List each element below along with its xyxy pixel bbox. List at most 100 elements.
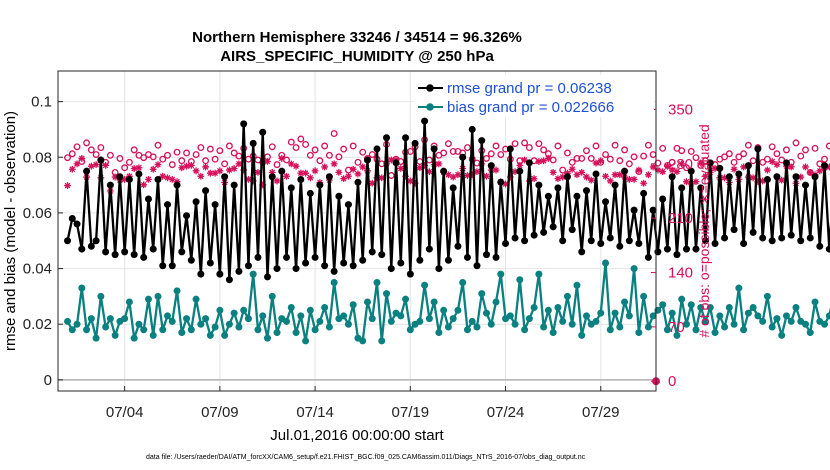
bias-point (649, 312, 657, 320)
obs-possible-point (721, 153, 729, 161)
rmse-point (411, 139, 419, 147)
rmse-point (759, 234, 767, 242)
obs-possible-point (797, 152, 805, 160)
obs-evaluated-point (640, 179, 648, 187)
rmse-point (792, 173, 800, 181)
obs-evaluated-point (164, 174, 171, 182)
obs-possible-point (406, 147, 414, 155)
obs-evaluated-point (787, 163, 795, 171)
rmse-point (768, 237, 776, 245)
rmse-point (530, 231, 538, 239)
bias-point (459, 278, 467, 286)
obs-possible-point (87, 146, 95, 154)
rmse-point (287, 184, 295, 192)
rmse-point (730, 226, 738, 234)
bias-point (68, 326, 76, 334)
obs-evaluated-point (492, 166, 500, 174)
legend-rmse-marker (426, 84, 434, 92)
obs-evaluated-point (649, 163, 657, 171)
rmse-point (244, 262, 252, 270)
rmse-point (140, 253, 148, 261)
bias-point (121, 315, 129, 323)
obs-evaluated-point (406, 177, 414, 185)
obs-evaluated-point (421, 162, 429, 169)
rmse-point (135, 170, 143, 178)
obs-evaluated-point (335, 168, 343, 176)
rmse-point (111, 251, 119, 259)
rmse-point (478, 137, 486, 145)
rmse-point (302, 259, 310, 267)
bias-point (787, 317, 795, 325)
chart-title: Northern Hemisphere 33246 / 34514 = 96.3… (192, 29, 522, 46)
obs-evaluated-point (402, 172, 409, 180)
bias-point (240, 306, 248, 314)
bias-point (492, 298, 500, 306)
obs-evaluated-point (806, 168, 814, 176)
rmse-point (502, 240, 510, 248)
bias-point (625, 312, 633, 320)
rmse-point (102, 248, 110, 256)
obs-possible-point (487, 150, 495, 158)
obs-evaluated-point (616, 171, 624, 179)
obs-possible-point (730, 158, 738, 166)
bias-point (487, 320, 495, 328)
obs-possible-point (654, 159, 662, 167)
obs-possible-point (297, 135, 305, 143)
y2-tick-label: 0 (668, 373, 676, 390)
bias-point (706, 304, 714, 312)
obs-evaluated-point (278, 155, 286, 162)
obs-evaluated-point (549, 168, 557, 176)
obs-possible-point (802, 146, 809, 154)
bias-point (259, 312, 267, 320)
obs-evaluated-point (68, 165, 76, 173)
obs-possible-point (225, 142, 233, 150)
bias-point (92, 334, 100, 342)
rmse-point (216, 270, 224, 278)
rmse-point (697, 184, 705, 192)
bias-point (640, 292, 648, 300)
bias-point (825, 312, 830, 320)
rmse-point (306, 189, 314, 197)
rmse-point (221, 173, 229, 181)
obs-evaluated-point (759, 177, 767, 185)
rmse-point (144, 195, 152, 203)
rmse-point (173, 181, 181, 189)
obs-possible-point (559, 166, 567, 174)
obs-possible-point (744, 141, 752, 149)
bias-point (421, 281, 429, 289)
obs-evaluated-point (802, 163, 809, 171)
obs-evaluated-point (697, 159, 705, 167)
obs-possible-point (511, 140, 519, 148)
rmse-point (687, 167, 695, 175)
bias-point (530, 304, 538, 312)
y2-tick-label: 140 (668, 265, 693, 282)
rmse-point (525, 159, 533, 167)
bias-point (444, 323, 452, 331)
bias-point (402, 295, 410, 303)
obs-evaluated-point (464, 172, 471, 179)
rmse-point (582, 187, 590, 195)
rmse-point (668, 173, 676, 181)
obs-evaluated-point (554, 175, 562, 182)
bias-point (687, 301, 695, 309)
obs-evaluated-point (764, 166, 771, 174)
rmse-point (278, 167, 286, 175)
obs-possible-point (168, 161, 176, 169)
bias-point (454, 306, 462, 314)
obs-possible-point (630, 153, 638, 161)
bias-point (387, 317, 395, 325)
rmse-point (587, 237, 595, 245)
bias-point (597, 309, 605, 317)
bias-point (292, 329, 300, 337)
obs-possible-point (640, 152, 648, 160)
obs-evaluated-point (268, 168, 276, 176)
rmse-point (249, 139, 257, 147)
rmse-point (273, 265, 281, 273)
obs-evaluated-point (445, 171, 452, 179)
obs-evaluated-point (754, 178, 762, 186)
footnote: data file: /Users/raeder/DAI/ATM_forcXX/… (146, 454, 586, 461)
rmse-point (116, 173, 124, 181)
obs-possible-point (740, 150, 748, 158)
obs-evaluated-point (387, 156, 395, 164)
obs-possible-point (68, 150, 76, 158)
